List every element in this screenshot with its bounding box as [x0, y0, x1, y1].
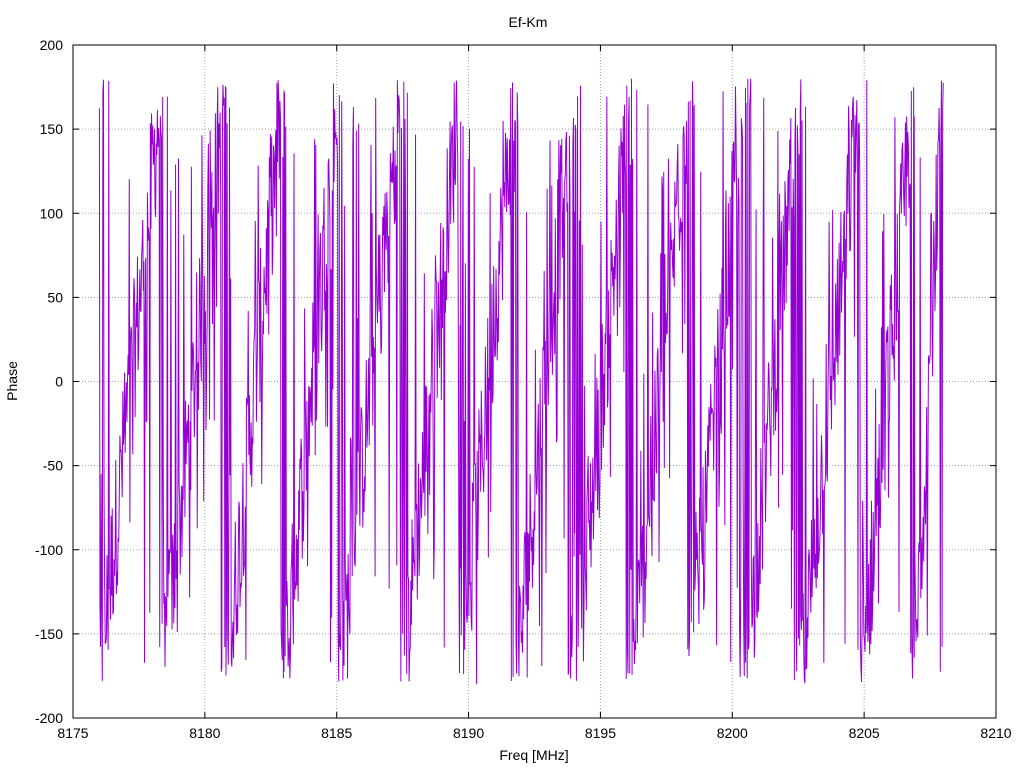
- y-tick-label: 150: [40, 121, 64, 137]
- y-tick-label: -150: [35, 626, 63, 642]
- tick-marks: [72, 44, 997, 719]
- series-layer: [98, 78, 944, 685]
- x-tick-label: 8175: [57, 725, 88, 741]
- chart-title: Ef-Km: [509, 14, 548, 30]
- y-tick-label: 100: [40, 205, 64, 221]
- x-tick-label: 8210: [980, 725, 1011, 741]
- y-axis-label: Phase: [4, 361, 20, 401]
- y-tick-label: 50: [47, 289, 63, 305]
- x-axis-label: Freq [MHz]: [499, 747, 568, 763]
- x-tick-label: 8205: [849, 725, 880, 741]
- x-tick-label: 8180: [189, 725, 220, 741]
- x-tick-label: 8200: [717, 725, 748, 741]
- y-tick-labels: -200 -150 -100 -50 0 50 100 150 200: [35, 37, 63, 726]
- y-tick-label: 200: [40, 37, 64, 53]
- y-tick-label: -50: [43, 458, 63, 474]
- y-tick-label: -200: [35, 710, 63, 726]
- x-tick-label: 8185: [321, 725, 352, 741]
- phase-series-line: [98, 78, 944, 685]
- x-tick-labels: 8175 8180 8185 8190 8195 8200 8205 8210: [57, 725, 1011, 741]
- x-tick-label: 8190: [453, 725, 484, 741]
- y-tick-label: -100: [35, 542, 63, 558]
- y-tick-label: 0: [55, 374, 63, 390]
- x-tick-label: 8195: [585, 725, 616, 741]
